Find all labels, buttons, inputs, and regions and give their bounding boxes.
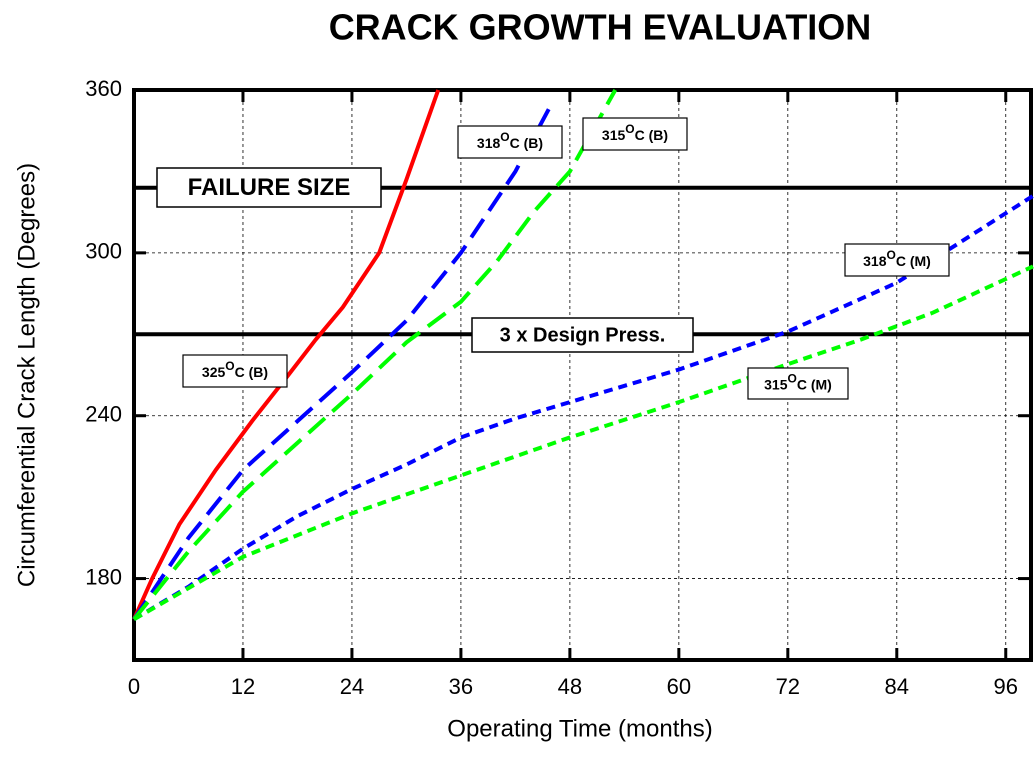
plot-frame xyxy=(132,88,1033,662)
series-label-temp: 315 xyxy=(764,376,788,392)
limit-label-box xyxy=(471,317,694,353)
series-label-rest: C (B) xyxy=(510,135,543,151)
x-tick-label: 36 xyxy=(449,674,473,699)
x-tick-label: 84 xyxy=(885,674,909,699)
limit-label: 3 x Design Press. xyxy=(500,324,666,346)
series-label-sup: O xyxy=(788,372,797,386)
series-label-temp: 315 xyxy=(602,127,626,143)
series-label-sup: O xyxy=(625,122,634,136)
y-tick-label: 240 xyxy=(85,402,122,427)
limit-label-box xyxy=(156,167,382,208)
series-label-box xyxy=(182,354,288,388)
data-line xyxy=(132,89,618,621)
series-label-rest: C (M) xyxy=(896,253,931,269)
series-label: 318OC (B) xyxy=(477,130,543,151)
data-line xyxy=(133,264,1034,622)
y-tick-label: 180 xyxy=(85,564,122,589)
series-label-temp: 318 xyxy=(477,135,501,151)
x-axis-label: Operating Time (months) xyxy=(447,715,712,742)
series-label-box xyxy=(844,243,950,277)
chart-title: CRACK GROWTH EVALUATION xyxy=(329,7,872,48)
series-label: 325OC (B) xyxy=(202,359,268,380)
y-tick-label: 360 xyxy=(85,76,122,101)
x-tick-label: 24 xyxy=(340,674,364,699)
series-label: 318OC (M) xyxy=(863,248,931,269)
series-label-sup: O xyxy=(887,248,896,262)
series-label: 315OC (B) xyxy=(602,122,668,143)
series-label-sup: O xyxy=(225,359,234,373)
y-axis-label: Circumferential Crack Length (Degrees) xyxy=(13,163,40,587)
series-label-temp: 318 xyxy=(863,253,887,269)
data-line xyxy=(132,89,441,621)
series-label-temp: 325 xyxy=(202,364,226,380)
series-label-box xyxy=(457,125,563,159)
x-tick-label: 48 xyxy=(558,674,582,699)
x-tick-label: 0 xyxy=(128,674,140,699)
x-tick-label: 96 xyxy=(994,674,1018,699)
data-line xyxy=(132,102,554,621)
series-label-rest: C (B) xyxy=(235,364,268,380)
series-label: 315OC (M) xyxy=(764,372,832,393)
series-label-box xyxy=(747,367,849,400)
x-tick-label: 72 xyxy=(776,674,800,699)
x-tick-label: 60 xyxy=(667,674,691,699)
series-label-rest: C (B) xyxy=(635,127,668,143)
series-label-rest: C (M) xyxy=(797,376,832,392)
series-label-sup: O xyxy=(500,130,509,144)
limit-label: FAILURE SIZE xyxy=(188,174,351,201)
series-label-box xyxy=(582,117,688,151)
x-tick-label: 12 xyxy=(231,674,255,699)
y-tick-label: 300 xyxy=(85,239,122,264)
